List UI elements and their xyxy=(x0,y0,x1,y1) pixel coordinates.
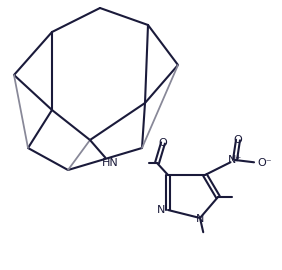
Text: HN: HN xyxy=(102,158,118,168)
Text: N: N xyxy=(157,205,165,215)
Text: O⁻: O⁻ xyxy=(258,158,272,168)
Text: N: N xyxy=(196,214,204,224)
Text: O: O xyxy=(158,138,168,148)
Text: O: O xyxy=(233,135,242,145)
Text: N⁺: N⁺ xyxy=(228,155,242,165)
